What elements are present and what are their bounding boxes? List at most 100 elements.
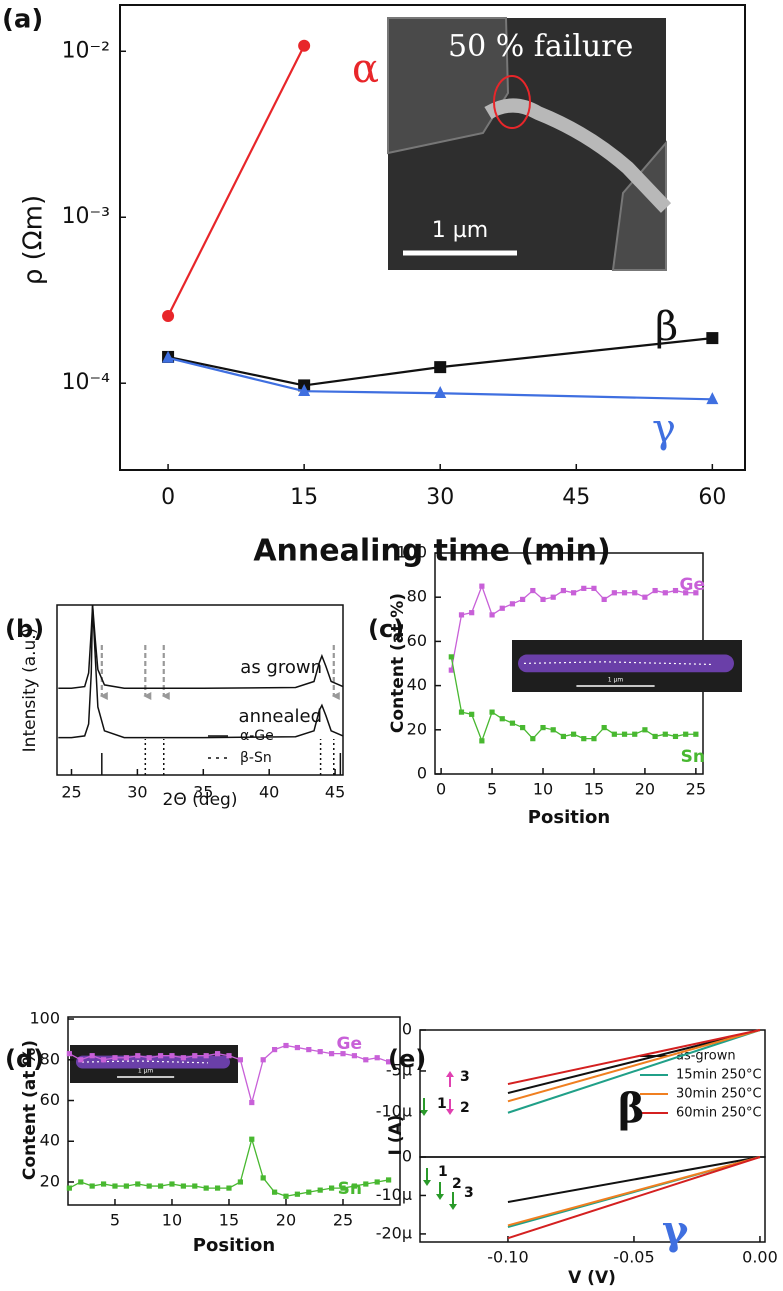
annotation: γ	[662, 1207, 689, 1254]
annotation: 1	[437, 1096, 447, 1112]
legend-label: 60min 250°C	[676, 1106, 762, 1121]
point	[642, 727, 648, 733]
x-tick-label: 20	[635, 780, 655, 799]
point	[591, 585, 597, 591]
legend-label: 15min 250°C	[676, 1068, 762, 1083]
point	[621, 590, 628, 596]
x-axis-title: 2Θ (deg)	[163, 790, 238, 810]
y-axis-title: Intensity (a.u.)	[20, 628, 40, 753]
x-tick-label: 15	[584, 780, 604, 799]
y-tick-label: 100	[396, 543, 427, 562]
point	[100, 1057, 107, 1063]
point	[78, 1057, 84, 1063]
point	[662, 731, 668, 737]
y-tick-label: -5µ	[386, 1060, 412, 1079]
y-tick-label: -10µ	[376, 1185, 412, 1204]
series-line	[58, 604, 344, 690]
series-line	[507, 1029, 761, 1114]
series-line	[507, 1029, 761, 1086]
eds-inset: 1 µm	[512, 640, 742, 692]
panel-label: (b)	[5, 615, 44, 643]
x-tick-label: -0.05	[613, 1248, 654, 1267]
y-tick-label: 60	[40, 1090, 60, 1109]
series-label: annealed	[239, 706, 322, 727]
y-tick-label: 100	[29, 1009, 60, 1028]
y-tick-label: 0	[402, 1020, 412, 1039]
point	[672, 733, 679, 740]
point	[550, 727, 556, 733]
series-line	[167, 356, 713, 401]
point	[317, 1049, 323, 1055]
point	[100, 1181, 107, 1187]
x-tick-label: 45	[562, 485, 590, 510]
panel-label: (c)	[368, 615, 404, 643]
point	[135, 1181, 141, 1187]
point	[385, 1177, 392, 1183]
point	[123, 1183, 129, 1189]
point	[611, 731, 617, 737]
point	[203, 1185, 209, 1191]
y-tick-label: 40	[40, 1131, 60, 1150]
x-tick-label: 35	[193, 783, 213, 802]
inset-caption: 50 % failure	[448, 29, 633, 64]
x-tick-label: 15	[290, 485, 318, 510]
trend-arrow-head	[446, 1071, 454, 1077]
series-line	[507, 1029, 761, 1103]
grain	[611, 140, 667, 271]
trend-arrow-head	[436, 1194, 444, 1200]
x-tick-label: -0.10	[487, 1248, 528, 1267]
series-line	[167, 337, 713, 387]
point	[146, 1183, 152, 1189]
point	[611, 590, 617, 596]
point	[298, 384, 311, 397]
point	[581, 736, 587, 742]
scan-line	[81, 1060, 209, 1064]
point	[434, 386, 447, 399]
point	[570, 731, 577, 737]
point	[489, 709, 495, 715]
point	[237, 1179, 243, 1185]
point	[169, 1181, 175, 1187]
point	[192, 1183, 198, 1189]
x-tick-label: 5	[487, 780, 497, 799]
annotation: 1	[438, 1164, 448, 1180]
point	[621, 731, 628, 737]
x-tick-label: 25	[61, 783, 81, 802]
point	[374, 1055, 380, 1061]
series-line	[507, 1156, 761, 1240]
eds-inset: 1 µm	[70, 1045, 238, 1083]
point	[271, 1189, 278, 1195]
point	[652, 733, 658, 740]
point	[180, 1183, 186, 1189]
point	[632, 731, 638, 737]
series-label: Ge	[680, 575, 705, 595]
point	[162, 310, 175, 323]
y-axis-title: ρ (Ωm)	[19, 195, 49, 285]
point	[448, 654, 454, 660]
point	[112, 1055, 118, 1061]
point	[169, 1053, 175, 1059]
panel-label: (d)	[5, 1045, 44, 1073]
series-label: γ	[652, 406, 676, 452]
x-tick-label: 25	[333, 1211, 353, 1230]
y-tick-label: 10⁻²	[62, 38, 110, 63]
point	[560, 587, 566, 594]
point	[662, 590, 668, 596]
plot-frame	[419, 1156, 766, 1243]
point	[530, 736, 536, 742]
x-tick-label: 10	[162, 1211, 182, 1230]
plot-frame	[119, 4, 746, 471]
point	[499, 605, 505, 611]
point	[706, 332, 719, 345]
point	[66, 1185, 72, 1191]
point	[192, 1053, 198, 1059]
nanowire	[518, 654, 734, 673]
point	[550, 594, 556, 600]
point	[66, 1051, 72, 1057]
point	[520, 724, 526, 731]
point	[162, 350, 175, 363]
x-axis-title: V (V)	[568, 1268, 616, 1288]
point	[340, 1185, 346, 1191]
y-tick-label: 40	[407, 675, 427, 694]
